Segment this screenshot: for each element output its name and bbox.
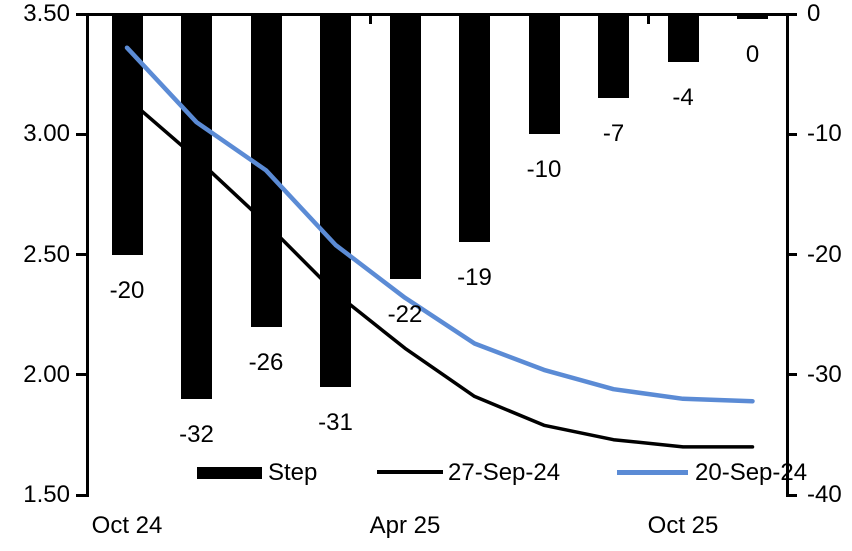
bar-data-label: -22	[387, 300, 423, 328]
bar-data-label: 0	[745, 41, 760, 68]
line-27-Sep-24	[125, 96, 755, 449]
zero-line-tick	[368, 16, 372, 24]
legend-line2-label: 20-Sep-24	[695, 459, 808, 486]
line-20-Sep-24	[124, 45, 755, 404]
bar-step-8	[667, 16, 699, 63]
legend-line1-swatch	[377, 470, 443, 474]
right-axis-tick	[788, 373, 797, 377]
bar-data-label: -26	[248, 348, 284, 376]
legend-bar-label: Step	[268, 459, 318, 486]
zero-line	[76, 12, 795, 16]
bar-step-6	[528, 16, 560, 135]
x-axis-label: Apr 25	[369, 512, 441, 539]
zero-line-tick	[646, 16, 650, 24]
x-axis-label: Oct 25	[647, 512, 719, 539]
bar-step-5	[459, 16, 490, 243]
left-axis-tick	[76, 373, 86, 377]
right-axis-tick	[788, 12, 797, 16]
bar-data-label: -4	[672, 84, 694, 112]
left-axis-tick-label: 2.00	[23, 360, 70, 388]
x-axis-label: Oct 24	[91, 512, 163, 539]
left-axis-tick	[76, 132, 86, 136]
legend-line1-label: 27-Sep-24	[448, 459, 561, 486]
left-axis-line	[86, 12, 89, 497]
legend-bar-swatch	[197, 467, 262, 479]
bar-step-4	[389, 16, 421, 279]
bar-data-label: -10	[526, 156, 562, 184]
bar-step-1	[181, 16, 212, 399]
left-axis-tick-label: 2.50	[23, 240, 70, 268]
left-axis-tick-label: 3.00	[23, 120, 70, 148]
right-axis-tick-label: -20	[807, 240, 842, 268]
right-axis-tick	[788, 493, 797, 497]
left-axis-tick	[76, 12, 86, 16]
right-axis-tick	[788, 132, 797, 136]
legend-line2-swatch	[617, 470, 688, 475]
bar-data-label: -20	[109, 276, 145, 304]
left-axis-tick	[76, 493, 86, 497]
left-axis-tick-label: 1.50	[23, 481, 70, 508]
right-axis-tick-label: 0	[807, 0, 821, 27]
left-axis-tick-label: 3.50	[23, 0, 70, 27]
bar-data-label: -19	[457, 264, 492, 292]
right-axis-tick-label: -10	[807, 120, 842, 148]
right-axis-tick-label: -30	[807, 360, 842, 388]
bar-data-label: -31	[318, 408, 353, 436]
left-axis-tick	[76, 253, 86, 256]
bar-data-label: -32	[179, 420, 214, 448]
bar-step-9	[737, 16, 768, 19]
bar-data-label: -7	[602, 120, 625, 148]
right-axis-tick	[788, 253, 797, 256]
bar-step-7	[598, 16, 629, 99]
right-axis-line	[785, 12, 789, 497]
bar-step-3	[320, 16, 351, 387]
right-axis-tick-label: -40	[807, 481, 842, 508]
